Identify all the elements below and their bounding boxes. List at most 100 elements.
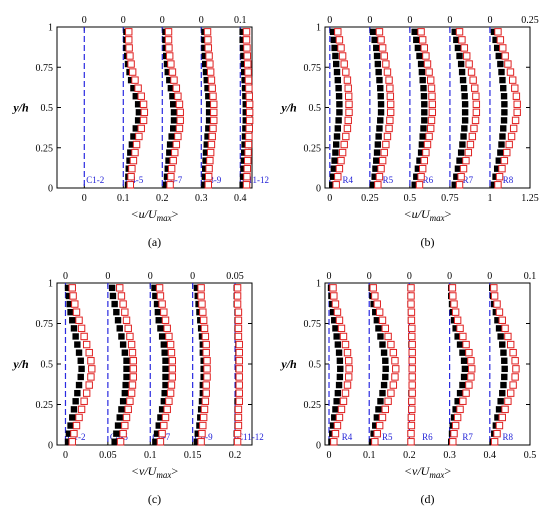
data-point-open — [339, 397, 348, 405]
data-point-open — [369, 284, 377, 292]
data-point-filled — [374, 141, 382, 148]
data-point-open — [428, 100, 437, 108]
data-point-filled — [454, 333, 461, 340]
data-point-open — [386, 116, 394, 125]
data-point-open — [498, 413, 506, 422]
data-point-filled — [334, 389, 342, 397]
data-point-open — [407, 421, 416, 430]
data-point-filled — [373, 149, 381, 156]
data-point-open — [242, 181, 251, 189]
data-point-open — [129, 365, 138, 373]
data-point-open — [121, 421, 129, 430]
data-point-open — [373, 429, 381, 438]
data-point-filled — [459, 381, 466, 389]
data-point-open — [378, 156, 387, 165]
data-point-open — [204, 181, 213, 189]
data-point-filled — [416, 52, 423, 60]
data-point-open — [408, 332, 416, 341]
data-point-open — [127, 60, 135, 68]
data-point-filled — [457, 149, 465, 156]
data-point-filled — [166, 149, 173, 156]
top-tick-label: 0 — [447, 15, 452, 26]
data-point-filled — [334, 76, 342, 84]
data-point-open — [167, 381, 176, 389]
data-point-filled — [460, 84, 468, 92]
data-point-open — [342, 68, 350, 76]
data-point-filled — [490, 28, 498, 36]
data-point-filled — [114, 422, 122, 429]
data-point-filled — [204, 84, 211, 92]
data-point-open — [343, 381, 352, 389]
data-point-filled — [456, 157, 463, 164]
x-tick-label: 0.4 — [234, 193, 247, 204]
data-point-open — [244, 156, 252, 165]
data-point-filled — [333, 333, 340, 340]
group-label: C1-2 — [86, 175, 104, 185]
data-point-open — [119, 429, 127, 438]
top-tick-label: 0 — [487, 15, 492, 26]
data-point-filled — [382, 365, 389, 373]
data-point-open — [382, 140, 390, 149]
x-axis-label-sub: max — [429, 470, 444, 480]
data-point-filled — [242, 109, 249, 116]
data-point-open — [420, 44, 428, 52]
data-point-filled — [116, 414, 123, 421]
data-point-open — [203, 373, 211, 381]
data-point-open — [423, 140, 432, 149]
data-point-filled — [380, 381, 388, 389]
x-axis-label-end: > — [444, 464, 451, 478]
data-point-filled — [333, 141, 340, 148]
data-point-filled — [460, 357, 468, 364]
data-point-open — [164, 36, 173, 44]
data-point-open — [462, 389, 470, 397]
data-point-open — [168, 357, 177, 365]
data-point-filled — [151, 284, 158, 292]
data-point-filled — [162, 365, 169, 373]
data-point-open — [382, 60, 390, 68]
top-tick-label: 0 — [63, 271, 68, 282]
data-point-open — [375, 173, 384, 181]
data-point-open — [77, 324, 86, 333]
data-point-filled — [72, 333, 79, 340]
data-point-filled — [333, 398, 340, 405]
data-point-filled — [453, 36, 460, 44]
data-point-open — [200, 405, 209, 414]
data-point-filled — [458, 68, 466, 76]
data-point-open — [385, 124, 393, 133]
data-point-filled — [241, 76, 248, 84]
data-point-open — [124, 324, 132, 333]
data-point-open — [499, 44, 507, 52]
data-point-open — [156, 292, 165, 300]
data-point-open — [507, 389, 515, 397]
data-point-open — [337, 44, 345, 52]
data-point-open — [455, 28, 464, 36]
data-point-open — [343, 76, 352, 84]
data-point-open — [407, 284, 415, 292]
data-point-filled — [335, 349, 343, 356]
data-point-open — [129, 156, 138, 165]
data-point-open — [197, 284, 205, 292]
data-point-open — [460, 44, 469, 52]
x-tick-label: 0.2 — [229, 450, 242, 461]
data-point-open — [234, 324, 243, 333]
data-point-open — [203, 365, 211, 373]
data-point-open — [408, 381, 416, 389]
data-point-open — [465, 381, 473, 389]
x-axis-label-end: > — [171, 464, 178, 478]
y-axis-label: y/h — [279, 357, 297, 371]
data-point-filled — [373, 317, 381, 324]
data-point-filled — [460, 133, 467, 140]
data-point-filled — [116, 325, 123, 332]
top-tick-label: 0 — [121, 15, 126, 26]
data-point-open — [450, 429, 458, 438]
data-point-filled — [113, 308, 120, 316]
data-point-open — [80, 332, 88, 341]
data-point-open — [205, 173, 213, 181]
x-axis-label-end: > — [172, 207, 179, 221]
data-point-open — [495, 421, 504, 430]
data-point-open — [464, 148, 473, 157]
data-point-open — [511, 357, 519, 365]
data-point-filled — [413, 36, 420, 44]
data-point-open — [338, 52, 347, 60]
